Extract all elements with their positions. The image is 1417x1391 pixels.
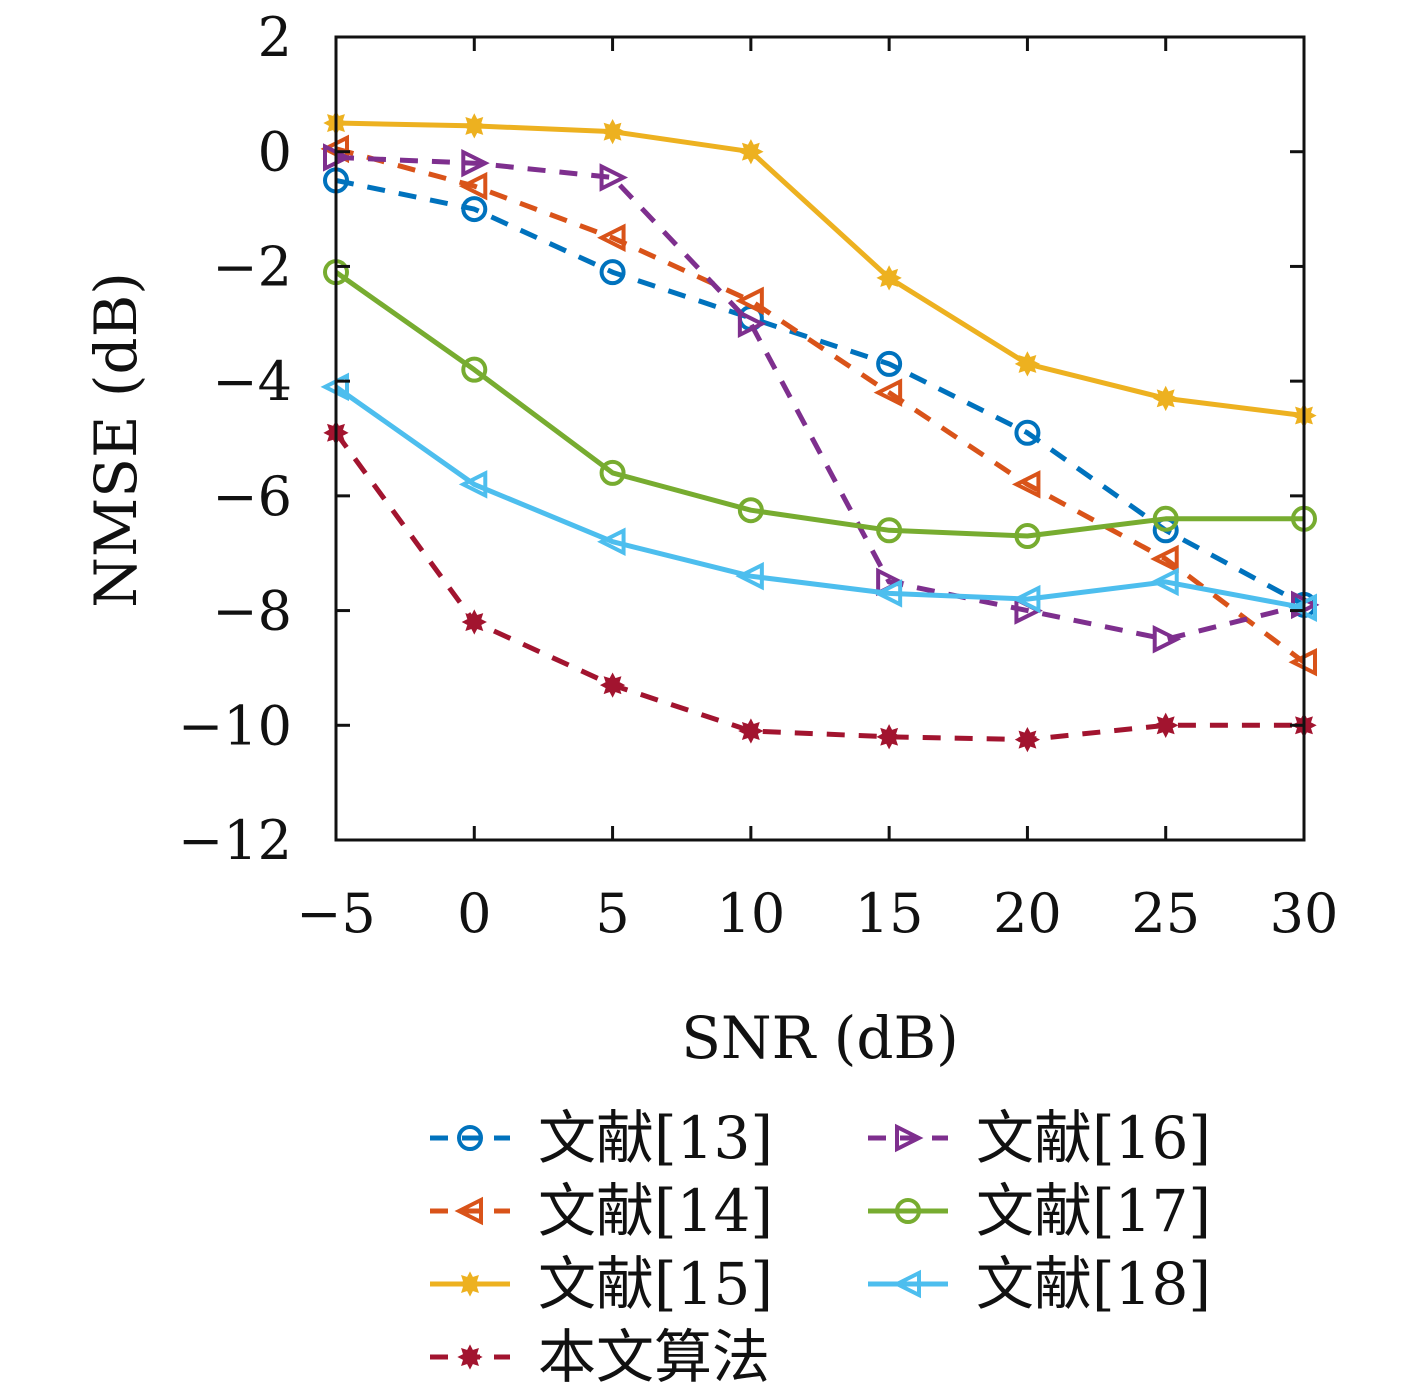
legend-marker [457, 1125, 483, 1151]
data-point [599, 163, 629, 192]
legend-label: 文献[14] [538, 1177, 773, 1245]
series-line [334, 384, 1305, 611]
legend-item: 文献[15] [430, 1250, 773, 1318]
data-point [738, 139, 764, 165]
legend-item: 文献[17] [868, 1177, 1211, 1245]
data-point [738, 718, 764, 744]
data-point [599, 118, 626, 145]
data-point [597, 223, 626, 252]
x-tick-label: −5 [296, 882, 376, 945]
legend-label: 文献[18] [976, 1250, 1211, 1318]
data-point [1150, 544, 1179, 574]
y-tick-label: −8 [212, 580, 292, 643]
legend-marker [457, 1344, 483, 1370]
data-point [876, 724, 902, 750]
plot-frame [334, 35, 1306, 842]
series-line [335, 146, 1306, 665]
x-tick-label: 30 [1270, 882, 1339, 945]
y-tick-label: −10 [178, 694, 292, 757]
x-axis-title: SNR (dB) [681, 1004, 959, 1072]
data-point [1152, 505, 1179, 532]
data-point [461, 148, 490, 178]
data-point [461, 609, 487, 635]
legend-marker [892, 1269, 921, 1299]
legend-item: 文献[13] [430, 1104, 773, 1172]
x-tick-label: 15 [855, 882, 924, 945]
data-point [876, 350, 903, 377]
legend: 文献[13]文献[14]文献[15]本文算法 文献[16]文献[17]文献[18] [430, 1104, 1211, 1391]
data-point [461, 356, 488, 383]
y-tick-label: 0 [258, 121, 292, 184]
series-line [335, 177, 1306, 608]
legend-marker [895, 1123, 924, 1153]
legend-marker [457, 1271, 483, 1297]
data-point [876, 265, 902, 291]
y-tick-label: −4 [212, 350, 292, 413]
series-4 [323, 420, 1317, 753]
series-3 [323, 110, 1317, 429]
series-7 [320, 372, 1317, 622]
legend-item: 文献[14] [430, 1177, 773, 1245]
legend-item: 文献[18] [868, 1250, 1211, 1318]
data-point [599, 672, 626, 698]
axis-ticks [334, 35, 1306, 842]
data-point [1014, 726, 1041, 753]
data-point [458, 470, 488, 499]
data-point [458, 171, 488, 201]
series-line [335, 154, 1305, 642]
data-point [1152, 625, 1182, 654]
y-tick-label: −2 [212, 235, 292, 298]
legend-item: 文献[16] [868, 1104, 1211, 1172]
plot-lines [320, 110, 1320, 753]
data-point [873, 378, 903, 407]
series-line [335, 120, 1305, 419]
series-6 [323, 259, 1317, 550]
data-point [1153, 712, 1179, 738]
y-axis-title: NMSE (dB) [82, 272, 150, 608]
data-point [1014, 419, 1041, 446]
legend-label: 本文算法 [538, 1323, 770, 1391]
data-point [599, 259, 626, 286]
data-point [735, 286, 764, 316]
data-point [1011, 470, 1041, 499]
legend-marker [454, 1196, 483, 1226]
data-point [597, 527, 626, 556]
x-tick-label: 0 [457, 882, 491, 945]
data-point [873, 579, 903, 608]
data-point [876, 517, 903, 544]
x-tick-label: 25 [1131, 882, 1200, 945]
data-point [599, 459, 626, 486]
data-point [461, 113, 487, 139]
legend-item: 本文算法 [430, 1323, 770, 1391]
data-point [1014, 523, 1041, 550]
data-point [1150, 567, 1179, 597]
data-point [1014, 351, 1041, 377]
data-point [1153, 385, 1179, 412]
series-line [334, 270, 1304, 539]
data-point [737, 497, 764, 524]
legend-label: 文献[13] [538, 1104, 773, 1172]
legend-label: 文献[15] [538, 1250, 773, 1318]
x-tick-label: 20 [993, 882, 1062, 945]
x-tick-label: 10 [716, 882, 785, 945]
data-point [735, 561, 764, 591]
legend-label: 文献[16] [976, 1104, 1211, 1172]
y-tick-label: −6 [212, 465, 292, 528]
legend-label: 文献[17] [976, 1177, 1211, 1245]
legend-marker [895, 1198, 921, 1224]
y-tick-label: −12 [178, 809, 292, 872]
series-line [333, 431, 1304, 743]
data-point [1011, 584, 1041, 614]
y-tick-label: 2 [258, 6, 292, 69]
data-point [461, 196, 488, 223]
data-point [737, 309, 767, 339]
x-tick-label: 5 [595, 882, 629, 945]
